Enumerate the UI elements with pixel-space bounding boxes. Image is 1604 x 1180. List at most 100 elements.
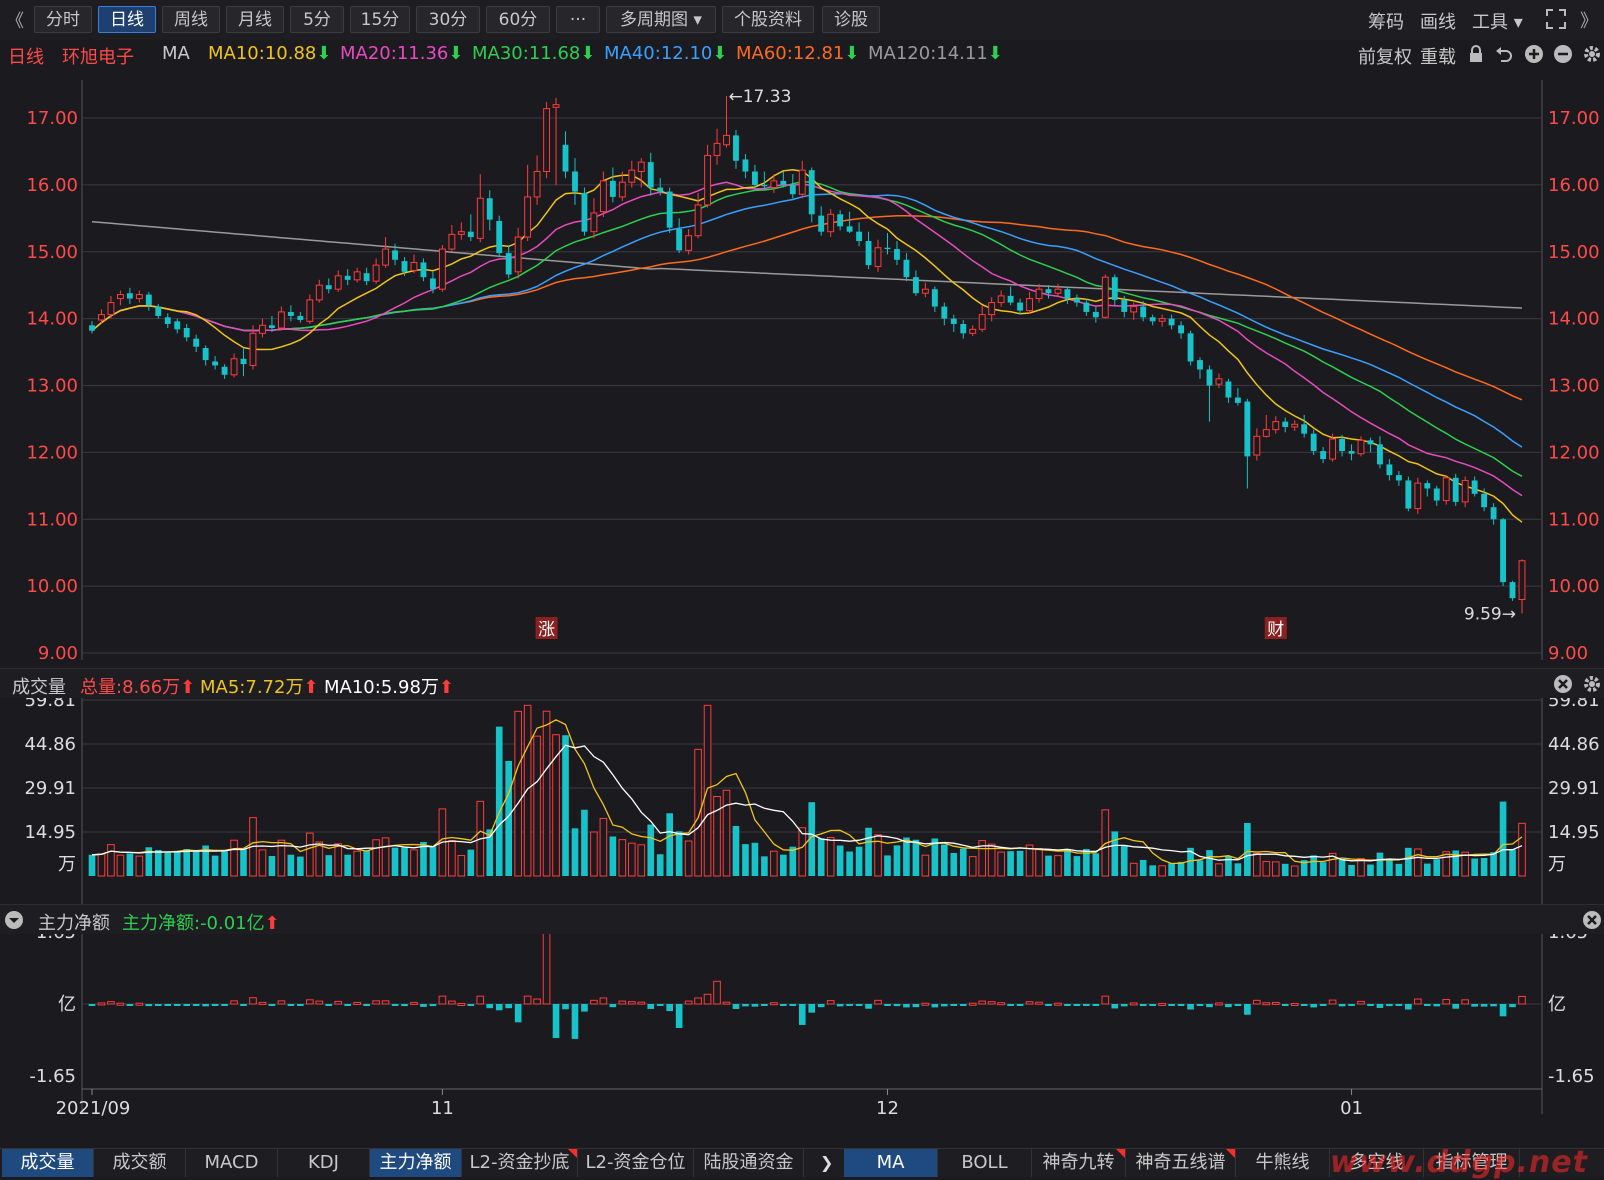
volume-bar <box>1129 862 1138 877</box>
volume-bar <box>978 840 987 877</box>
stock-name[interactable]: 环旭电子 <box>62 47 134 68</box>
candle-body <box>514 236 522 273</box>
tools-button[interactable]: 工具 ▾ <box>1472 12 1523 33</box>
candle-body <box>988 302 996 316</box>
draw-line-button[interactable]: 画线 <box>1420 12 1456 33</box>
period-button-4[interactable]: 5分 <box>290 6 344 33</box>
price-tick-right: 15.00 <box>1548 242 1600 263</box>
reload-button[interactable]: 重载 <box>1420 47 1456 68</box>
candle-body <box>1149 317 1156 322</box>
collapse-left-icon[interactable]: 《 <box>6 11 24 32</box>
tab-left-6[interactable]: L2-资金仓位 <box>578 1149 694 1177</box>
lock-icon[interactable] <box>1468 45 1484 67</box>
period-button-5[interactable]: 15分 <box>350 6 410 33</box>
candle-body <box>704 154 711 206</box>
collapse-arrow-icon[interactable] <box>4 910 24 934</box>
tab-left-3[interactable]: KDJ <box>278 1149 370 1177</box>
capital-bar <box>429 1004 437 1007</box>
capital-bar <box>353 1001 361 1005</box>
ma-value-4: MA60:12.81⬇ <box>736 43 860 64</box>
period-button-0[interactable]: 分时 <box>34 6 92 33</box>
candle-body <box>1490 507 1497 520</box>
volume-bar <box>987 843 996 877</box>
capital-bar <box>722 1001 731 1005</box>
period-button-6[interactable]: 30分 <box>416 6 480 33</box>
period-button-9[interactable]: 多周期图 ▾ <box>606 6 716 33</box>
tab-right-2[interactable]: 神奇九转 <box>1032 1149 1126 1177</box>
tab-right-3[interactable]: 神奇五线谱 <box>1126 1149 1236 1177</box>
kline-chart[interactable]: 17.00 17.00 16.00 16.00 15.00 15.00 14.00 14.00… <box>0 68 1604 668</box>
volume-bar <box>590 831 598 877</box>
capital-bar <box>363 1004 370 1006</box>
kline-panel[interactable]: 17.00 17.00 16.00 16.00 15.00 15.00 14.00 14.00… <box>0 68 1604 668</box>
capital-bar <box>1064 1004 1071 1006</box>
period-button-10[interactable]: 个股资料 <box>722 6 814 33</box>
period-button-2[interactable]: 周线 <box>162 6 220 33</box>
undo-icon[interactable] <box>1495 45 1513 67</box>
collapse-right-icon[interactable]: 》 <box>1580 11 1598 32</box>
candle-body <box>268 325 275 328</box>
volume-bar <box>1092 853 1100 876</box>
expand-icon[interactable] <box>1546 9 1566 29</box>
close-capital-icon[interactable] <box>1582 910 1602 934</box>
zoom-in-icon[interactable] <box>1524 44 1544 68</box>
zoom-out-icon[interactable] <box>1553 44 1573 68</box>
chips-button[interactable]: 筹码 <box>1368 12 1404 33</box>
ma120-line <box>91 220 1523 309</box>
capital-bar <box>1499 1004 1507 1017</box>
volume-bar <box>1158 865 1166 877</box>
capital-title[interactable]: 主力净额 <box>38 913 110 934</box>
volume-bar <box>941 844 948 876</box>
period-button-1[interactable]: 日线 <box>98 6 156 33</box>
tab-left-7[interactable]: 陆股通资金 <box>694 1149 804 1177</box>
volume-tick-right: 29.91 <box>1548 778 1600 799</box>
tab-left-2[interactable]: MACD <box>186 1149 278 1177</box>
candle-body <box>221 366 228 375</box>
tab-left-0[interactable]: 成交量 <box>2 1149 94 1177</box>
volume-bar <box>1225 856 1232 876</box>
period-button-8[interactable]: ··· <box>556 6 600 33</box>
candle-body <box>761 184 768 187</box>
tab-right-0[interactable]: MA <box>844 1149 938 1177</box>
tab-left-1[interactable]: 成交额 <box>94 1149 186 1177</box>
candle-body <box>694 204 702 237</box>
tab-right-4[interactable]: 牛熊线 <box>1236 1149 1330 1177</box>
tab-right-6[interactable]: 指标管理 <box>1424 1149 1520 1177</box>
settings-gear-icon[interactable] <box>1582 44 1602 68</box>
volume-bar <box>372 839 380 877</box>
volume-title[interactable]: 成交量 <box>12 677 66 698</box>
volume-bar <box>1206 850 1213 876</box>
more-tabs-icon[interactable]: ❯ <box>820 1153 834 1172</box>
candle-body <box>230 358 238 376</box>
volume-bar <box>277 839 286 877</box>
candle-body <box>1442 477 1450 502</box>
volume-bar <box>1064 849 1071 876</box>
period-button-7[interactable]: 60分 <box>486 6 550 33</box>
volume-bar <box>135 855 144 877</box>
volume-chart[interactable]: 59.81 59.81 44.86 44.86 29.91 29.91 14.95 14.95… <box>0 690 1604 904</box>
volume-panel[interactable]: 59.81 59.81 44.86 44.86 29.91 29.91 14.95 14.95… <box>0 690 1604 904</box>
tab-left-5[interactable]: L2-资金抄底 <box>462 1149 578 1177</box>
volume-bar <box>855 846 863 876</box>
tab-right-1[interactable]: BOLL <box>938 1149 1032 1177</box>
volume-settings-gear-icon[interactable] <box>1582 674 1602 698</box>
price-tick-left: 15.00 <box>26 242 78 263</box>
volume-bar <box>599 817 608 877</box>
candle-body <box>448 233 456 250</box>
tab-right-5[interactable]: 多空线 <box>1330 1149 1424 1177</box>
candle-body <box>950 318 957 324</box>
capital-bar <box>987 1001 996 1005</box>
period-button-3[interactable]: 月线 <box>226 6 284 33</box>
candle-body <box>1158 318 1166 322</box>
period-button-11[interactable]: 诊股 <box>822 6 880 33</box>
tab-left-4[interactable]: 主力净额 <box>370 1149 462 1177</box>
close-volume-icon[interactable] <box>1553 674 1573 698</box>
capital-bar <box>903 1004 910 1008</box>
ma-indicator-label[interactable]: MA <box>162 43 190 64</box>
volume-ma10: MA10:5.98万⬆ <box>324 677 454 698</box>
volume-bar <box>353 850 361 877</box>
forward-adjust-button[interactable]: 前复权 <box>1358 47 1412 68</box>
event-marker <box>1264 617 1287 639</box>
